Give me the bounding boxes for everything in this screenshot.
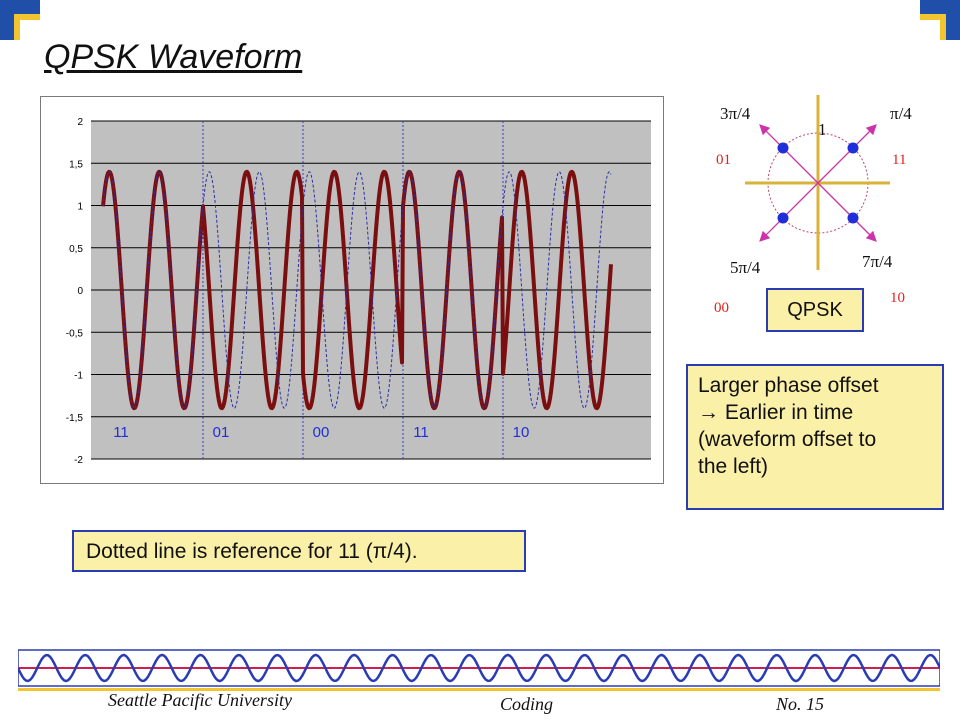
y-tick-label: -0,5 bbox=[66, 328, 84, 339]
note-line-4: the left) bbox=[698, 455, 769, 478]
footer-topic: Coding bbox=[500, 694, 554, 714]
footer-page-number: No. 15 bbox=[776, 694, 825, 714]
symbol-point-00 bbox=[777, 212, 789, 224]
corner-decoration-top-right bbox=[920, 0, 960, 40]
radius-label: 1 bbox=[818, 120, 827, 139]
bits-label-01: 01 bbox=[716, 152, 731, 168]
corner-decoration-top-left bbox=[0, 0, 40, 40]
phase-arrow-3pi-4 bbox=[759, 124, 819, 184]
y-tick-label: 1,5 bbox=[69, 159, 83, 170]
symbol-point-01 bbox=[777, 142, 789, 154]
footer-institution: Seattle Pacific University bbox=[108, 690, 292, 710]
symbol-point-10 bbox=[847, 212, 859, 224]
phase-offset-note: Larger phase offset → Earlier in time (w… bbox=[686, 364, 944, 510]
phase-arrow-5pi-4 bbox=[759, 182, 819, 242]
note-line-2: → Earlier in time bbox=[698, 401, 854, 424]
reference-waveform-line bbox=[102, 171, 612, 409]
constellation-diagram bbox=[745, 95, 890, 270]
phase-label-5pi-4: 5π/4 bbox=[730, 258, 761, 277]
y-tick-label: -1 bbox=[74, 371, 83, 382]
bits-label-10: 10 bbox=[890, 290, 905, 306]
waveform-chart: 2 1,5 1 0,5 0 -0,5 -1 -1,5 -2 11 01 00 11 10 bbox=[40, 96, 664, 484]
qpsk-waveform-line bbox=[101, 169, 613, 411]
bits-label-00: 00 bbox=[714, 300, 729, 316]
note-line-1: Larger phase offset bbox=[698, 374, 879, 397]
note-line-3: (waveform offset to bbox=[698, 428, 877, 451]
bit-label: 01 bbox=[213, 424, 230, 441]
y-tick-label: 1 bbox=[77, 202, 83, 213]
y-tick-label: 2 bbox=[77, 117, 83, 128]
bit-label: 00 bbox=[313, 424, 330, 441]
phase-arrow-7pi-4 bbox=[817, 182, 877, 242]
footer-rule bbox=[18, 688, 940, 691]
y-tick-label: 0 bbox=[77, 286, 83, 297]
symbol-point-11 bbox=[847, 142, 859, 154]
bit-label: 11 bbox=[113, 424, 129, 441]
y-tick-label: 0,5 bbox=[69, 244, 83, 255]
waveform-plot: 2 1,5 1 0,5 0 -0,5 -1 -1,5 -2 11 01 00 11 10 bbox=[66, 117, 651, 466]
qpsk-label-box: QPSK bbox=[766, 288, 864, 332]
page-title: QPSK Waveform bbox=[44, 38, 303, 76]
footer-wave-decoration bbox=[18, 649, 940, 687]
bits-label-11: 11 bbox=[892, 152, 907, 168]
bit-label: 10 bbox=[513, 424, 530, 441]
y-tick-label: -2 bbox=[74, 455, 83, 466]
phase-arrow-pi-4 bbox=[817, 124, 877, 184]
y-tick-label: -1,5 bbox=[66, 413, 84, 424]
phase-label-3pi-4: 3π/4 bbox=[720, 104, 751, 123]
phase-label-7pi-4: 7π/4 bbox=[862, 252, 893, 271]
phase-label-pi-4: π/4 bbox=[890, 104, 912, 123]
reference-note: Dotted line is reference for 11 (π/4). bbox=[72, 530, 526, 572]
bit-label: 11 bbox=[413, 424, 429, 441]
